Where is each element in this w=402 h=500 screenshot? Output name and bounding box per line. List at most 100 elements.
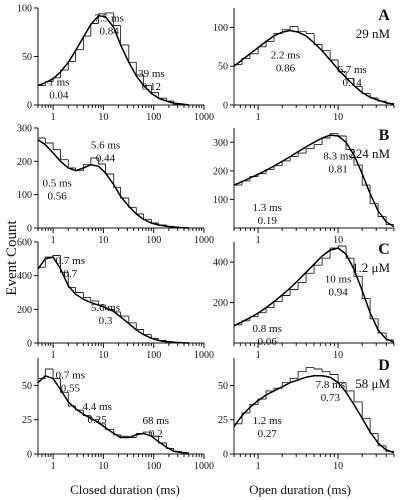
panel-D-closed: 1 10 100 1000 0 25 50 0.7 ms0.554.4 ms0.25 68 ms… [22,358,214,472]
fit-annotation: 0.56 [47,190,67,202]
x-tick-label: 1 [256,112,261,123]
histogram-bin [313,33,323,45]
histogram-bin [75,406,84,411]
x-tick-label: 1 [256,235,261,246]
fit-annotation: 0.81 [328,163,347,175]
x-tick-label: 1 [51,235,56,246]
x-tick-label: 10 [333,461,343,472]
fit-curve [37,15,190,106]
x-tick-label: 100 [146,461,161,472]
histogram-bin [60,255,69,273]
histogram-bin [353,258,363,277]
y-axis-title: Event Count [4,219,20,295]
x-tick-label: 1000 [194,350,214,361]
histogram-bin [289,378,299,383]
histogram-bin [37,85,46,105]
y-tick-label: 600 [17,238,32,249]
histogram-bin [377,98,387,102]
fit-annotation: 0.44 [96,153,116,165]
histogram-bin [249,316,259,321]
fit-annotation: 68 ms [142,415,169,427]
fit-annotation: 0.27 [258,428,278,440]
concentration-label: 29 nM [356,26,391,41]
histogram-bin [305,31,315,35]
histogram-bin [135,322,144,330]
histogram-bin [289,26,299,30]
fit-annotation: 7.5 ms [94,13,123,25]
histogram-bin [82,292,91,299]
histogram-bin [128,198,137,208]
histogram-bin [158,92,167,99]
histogram-bin [44,138,54,144]
histogram-bin [166,443,174,449]
y-tick-label: 300 [213,138,228,149]
x-tick-label: 1000 [194,112,214,123]
panel-C-closed: 1 10 100 1000 0 200 400 600 0.7 ms0.7 5.6 ms0.3 [17,238,214,362]
histogram-bin [297,152,307,157]
histogram-bin [385,332,394,341]
fit-annotation: 0.94 [328,286,348,298]
histogram-bin [329,50,339,61]
histogram-bin [75,49,84,62]
x-tick-label: 1 [51,112,56,123]
fit-curve [233,134,395,228]
concentration-label: 1.2 μM [352,260,390,275]
histogram-bin [281,295,291,302]
histogram-bin [265,307,274,313]
x-tick-label: 10 [98,350,108,361]
histogram-bin [158,436,167,444]
fit-annotation: 0.7 ms [56,370,85,382]
panel-B-closed: 1 10 100 1000 0 100 200 300 5.6 ms0.44 0.5 ms0.56 [17,124,214,247]
fit-annotation: 4.4 ms [82,401,111,413]
histogram-bin [120,434,129,437]
fit-annotation: 7.8 ms [316,379,345,391]
histogram-bin [241,412,250,424]
y-tick-label: 300 [17,124,32,135]
x-tick-label: 10 [98,461,108,472]
histogram-bin [297,281,307,290]
histogram-bin [353,390,363,403]
histogram-bin [150,334,159,339]
y-tick-label: 100 [17,4,32,15]
histogram-bin [135,207,144,215]
histogram-bin [345,246,354,259]
histogram-bin [249,53,259,59]
fit-annotation: 0.04 [49,90,69,102]
histogram-bin [90,297,99,302]
fit-annotation: 0.7 [63,268,77,280]
x-tick-label: 10 [333,235,343,246]
histogram-bin [257,312,267,317]
concentration-label: 224 nM [349,146,390,161]
histogram-bin [128,316,137,324]
y-tick-label: 0 [27,450,32,461]
histogram-bin [120,25,129,46]
histogram-bin [98,13,106,24]
histogram-bin [321,44,331,52]
panel-letter: C [378,241,390,258]
histogram-bin [377,433,387,447]
histogram-bin [273,165,283,170]
histogram-bin [52,143,61,151]
panel-D-open: 1 10 0 25 50 7.8 ms0.73 1.2 ms0.27 D 58 μM [218,357,395,472]
histogram-bin [233,423,242,454]
histogram-bin [143,329,152,336]
histogram-bin [60,149,69,161]
histogram-bin [90,415,99,421]
concentration-label: 58 μM [355,376,390,391]
y-tick-label: 50 [218,62,228,73]
fit-annotation: 8.3 ms [323,150,352,162]
histogram-bin [98,419,106,425]
x-tick-label: 100 [146,350,161,361]
histogram-bin [90,157,99,165]
histogram-bin [265,168,274,174]
histogram-bin [67,60,76,71]
panel-C-open: 1 10 200 400 10 ms0.94 0.8 ms0.06 C 1.2 μM [213,241,395,361]
fit-annotation: 0.19 [258,215,278,227]
histogram-bin [281,160,291,166]
fit-annotation: 1 ms [48,77,69,89]
fit-annotation: 2.2 ms [271,49,300,61]
x-tick-label: 10 [333,112,343,123]
histogram-bin [233,184,242,228]
histogram-bin [265,40,274,47]
histogram-bin [345,382,354,392]
